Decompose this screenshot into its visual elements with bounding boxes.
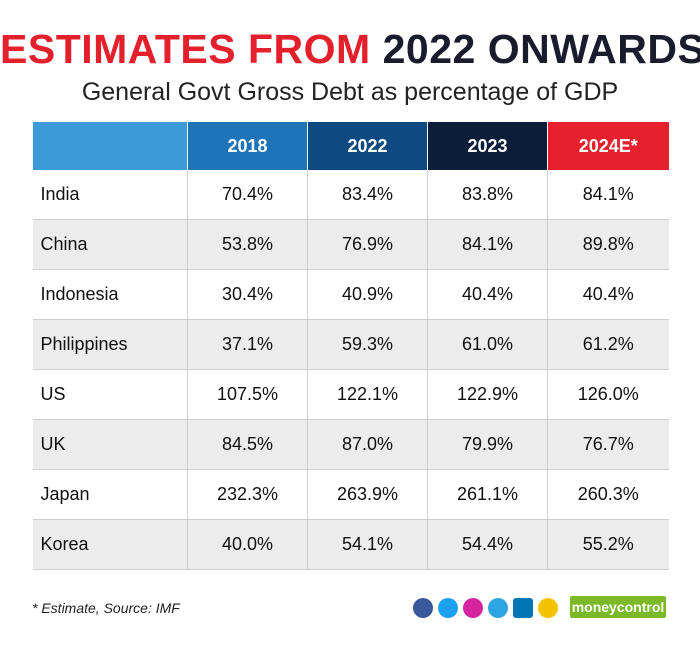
linkedin-icon[interactable]: [513, 598, 533, 618]
row-label: India: [32, 170, 188, 220]
cell: 84.5%: [187, 419, 308, 470]
cell: 87.0%: [307, 419, 428, 470]
table-row: UK 84.5% 87.0% 79.9% 76.7%: [32, 419, 669, 470]
footnote: * Estimate, Source: IMF: [32, 600, 180, 616]
title-part: ESTIMATES FROM: [0, 26, 371, 72]
cell: 37.1%: [187, 319, 308, 370]
cell: 61.0%: [427, 319, 548, 370]
cell: 89.8%: [547, 219, 669, 270]
subtitle: General Govt Gross Debt as percentage of…: [81, 78, 619, 106]
cell: 263.9%: [307, 469, 428, 520]
table-row: Indonesia 30.4% 40.9% 40.4% 40.4%: [32, 269, 669, 320]
row-label: Japan: [32, 469, 188, 520]
table-row: Philippines 37.1% 59.3% 61.0% 61.2%: [32, 319, 669, 370]
facebook-icon[interactable]: [413, 598, 433, 618]
title: ESTIMATES FROM 2022 ONWARDS: [0, 26, 700, 73]
row-label: China: [32, 219, 188, 270]
title-part: 2022 ONWARDS: [382, 26, 700, 72]
cell: 59.3%: [307, 319, 428, 370]
cell: 76.9%: [307, 219, 428, 270]
cell: 61.2%: [547, 319, 669, 370]
koo-icon[interactable]: [538, 598, 558, 618]
twitter-icon[interactable]: [438, 598, 458, 618]
table-row: China 53.8% 76.9% 84.1% 89.8%: [32, 219, 669, 270]
cell: 107.5%: [187, 369, 308, 420]
cell: 76.7%: [547, 419, 669, 470]
table-row: Korea 40.0% 54.1% 54.4% 55.2%: [32, 519, 669, 570]
instagram-icon[interactable]: [463, 598, 483, 618]
telegram-icon[interactable]: [488, 598, 508, 618]
cell: 260.3%: [547, 469, 669, 520]
social-icons: [413, 598, 558, 618]
cell: 54.4%: [427, 519, 548, 570]
cell: 232.3%: [187, 469, 308, 520]
column-header: 2023: [427, 122, 548, 170]
cell: 53.8%: [187, 219, 308, 270]
cell: 261.1%: [427, 469, 548, 520]
cell: 40.0%: [187, 519, 308, 570]
logo: moneycontrol: [570, 596, 666, 618]
cell: 40.4%: [547, 269, 669, 320]
cell: 83.8%: [427, 170, 548, 220]
cell: 30.4%: [187, 269, 308, 320]
cell: 40.4%: [427, 269, 548, 320]
row-label: UK: [32, 419, 188, 470]
row-label: US: [32, 369, 188, 420]
cell: 83.4%: [307, 170, 428, 220]
column-header: [32, 122, 188, 170]
cell: 55.2%: [547, 519, 669, 570]
column-header: 2022: [307, 122, 428, 170]
row-label: Philippines: [32, 319, 188, 370]
row-label: Indonesia: [32, 269, 188, 320]
row-label: Korea: [32, 519, 188, 570]
column-header: 2018: [187, 122, 308, 170]
table-row: US 107.5% 122.1% 122.9% 126.0%: [32, 369, 669, 420]
cell: 54.1%: [307, 519, 428, 570]
table-row: Japan 232.3% 263.9% 261.1% 260.3%: [32, 469, 669, 520]
cell: 40.9%: [307, 269, 428, 320]
data-table: 2018 2022 2023 2024E* India 70.4% 83.4% 83.8% 8…: [32, 122, 669, 570]
table-row: India 70.4% 83.4% 83.8% 84.1%: [32, 170, 669, 220]
cell: 122.9%: [427, 369, 548, 420]
cell: 84.1%: [427, 219, 548, 270]
cell: 79.9%: [427, 419, 548, 470]
column-header: 2024E*: [547, 122, 669, 170]
cell: 122.1%: [307, 369, 428, 420]
cell: 84.1%: [547, 170, 669, 220]
cell: 126.0%: [547, 369, 669, 420]
cell: 70.4%: [187, 170, 308, 220]
